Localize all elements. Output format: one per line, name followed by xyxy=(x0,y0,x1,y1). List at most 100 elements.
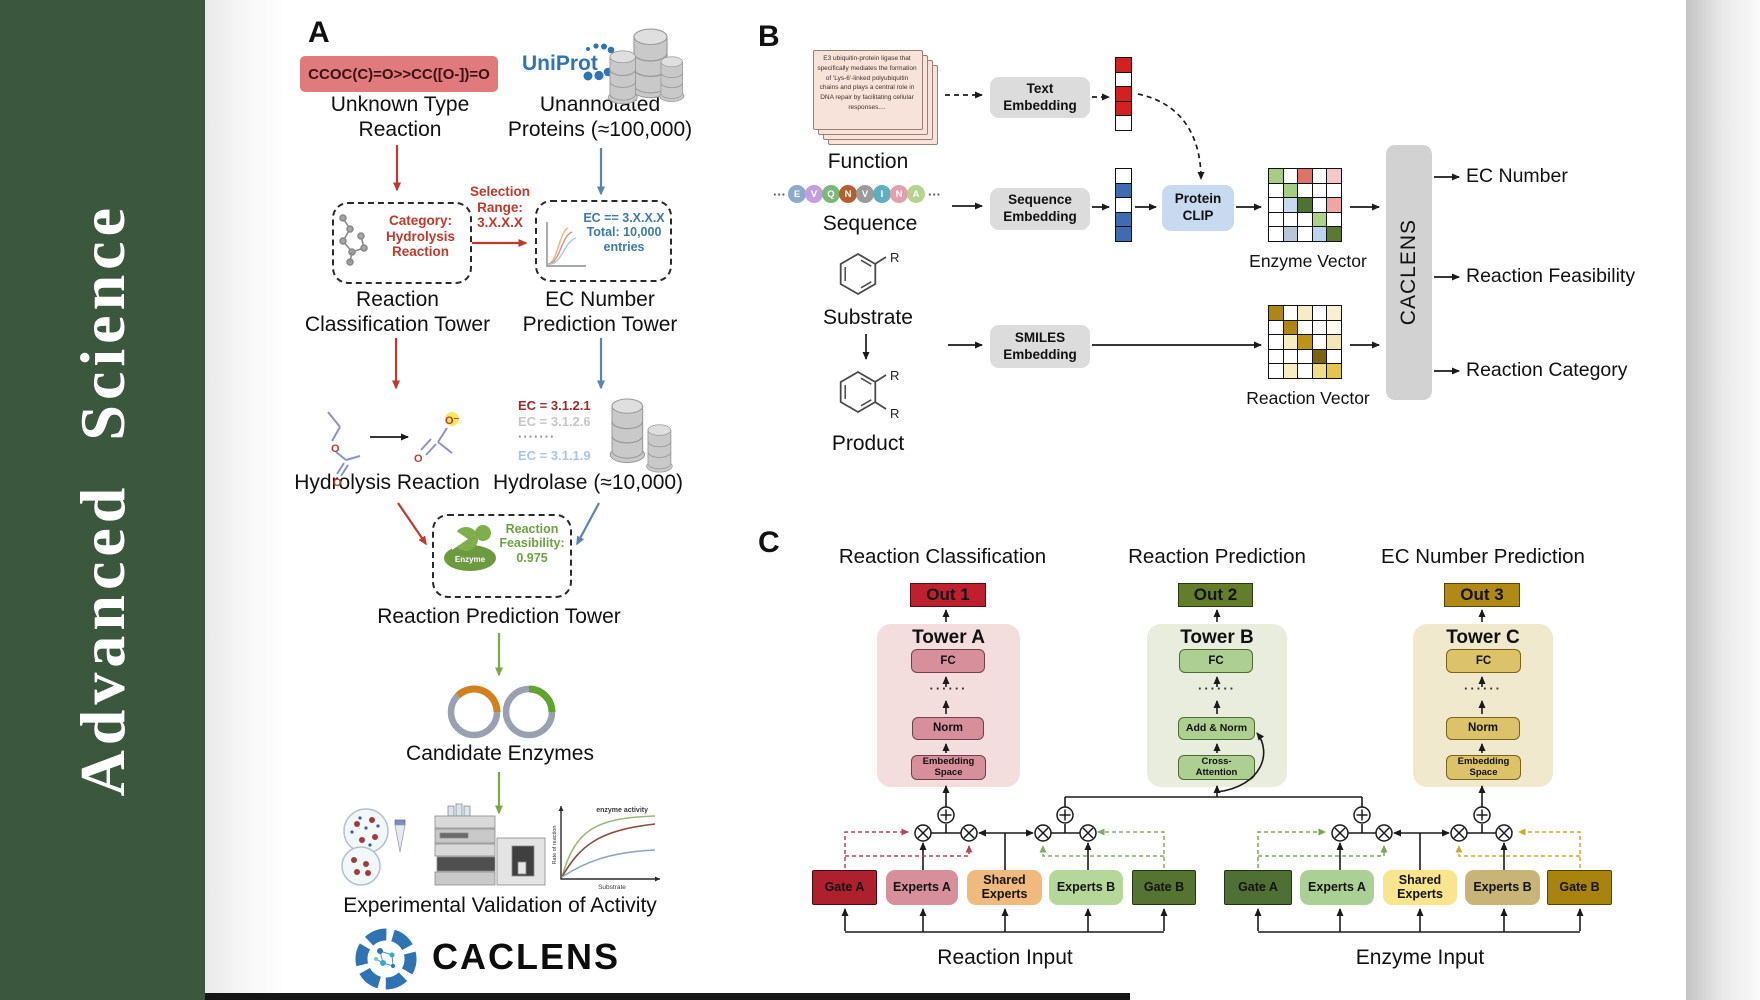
smiles-reaction-box: CCOC(C)=O>>CC([O-])=O xyxy=(300,56,498,92)
tower-a-dots: ······ xyxy=(929,681,968,696)
multiply-icon xyxy=(1034,824,1052,842)
svg-text:O⁻: O⁻ xyxy=(445,415,460,427)
experts-a-enzyme: Experts A xyxy=(1300,870,1374,905)
reaction-vector-label: Reaction Vector xyxy=(1246,388,1370,408)
reaction-classification-box xyxy=(332,202,472,284)
experts-b-enzyme: Experts B xyxy=(1465,870,1540,905)
ec-selection-box xyxy=(535,200,672,282)
ec-list-item: EC = 3.1.2.6 xyxy=(518,414,591,429)
header-reaction-prediction: Reaction Prediction xyxy=(1128,545,1306,568)
tower-a-title: Tower A xyxy=(912,627,985,648)
uniprot-logo: UniProt xyxy=(522,52,598,75)
header-ec-number-prediction: EC Number Prediction xyxy=(1381,545,1585,568)
tower-b-title: Tower B xyxy=(1180,627,1254,648)
shared-experts-reaction: Shared Experts xyxy=(967,870,1042,905)
svg-text:Substrate: Substrate xyxy=(598,884,626,891)
prediction-tower-label: Reaction Prediction Tower xyxy=(377,605,621,628)
activity-graph: enzyme activity Rate of reaction Substra… xyxy=(552,806,660,891)
experts-b-reaction: Experts B xyxy=(1049,870,1123,905)
embedding-space-block: Embedding Space xyxy=(1446,755,1521,780)
fc-block: FC xyxy=(1179,649,1253,673)
svg-text:R: R xyxy=(890,368,899,383)
tower-c: Tower C FC ······ Norm Embedding Space xyxy=(1413,624,1553,787)
svg-text:Rate of reaction: Rate of reaction xyxy=(552,826,558,865)
fc-block: FC xyxy=(911,649,985,673)
journal-banner: Advanced Science xyxy=(0,0,205,1000)
sequence-label: Sequence xyxy=(822,212,918,235)
page-left-shadow xyxy=(205,0,285,1000)
ec-selection-label: EC == 3.X.X.X Total: 10,000 entries xyxy=(583,211,665,254)
gate-feedback-arrows xyxy=(844,828,1581,868)
function-card xyxy=(813,50,923,130)
ellipsis: ··· xyxy=(773,186,786,202)
experts-a-reaction: Experts A xyxy=(886,870,958,905)
function-label: Function xyxy=(827,150,909,173)
multiply-icon xyxy=(960,824,978,842)
svg-text:O: O xyxy=(331,443,340,455)
svg-text:enzyme activity: enzyme activity xyxy=(596,807,648,814)
plasmid-icon xyxy=(447,685,556,739)
tower-b: Tower B FC ······ Add & Norm Cross- Atte… xyxy=(1147,624,1287,787)
hydrolase-label: Hydrolase (≈10,000) xyxy=(492,471,684,494)
plus-icon xyxy=(1473,806,1491,824)
plus-icon xyxy=(1353,806,1371,824)
fc-block: FC xyxy=(1446,649,1521,673)
ellipsis: ··· xyxy=(928,186,941,202)
gate-a-enzyme: Gate A xyxy=(1224,870,1292,905)
classification-tower-label: Reaction Classification Tower xyxy=(304,288,491,336)
panel-b-label: B xyxy=(758,20,780,53)
caclens-bar-text: CACLENS xyxy=(1397,219,1420,326)
svg-text:O: O xyxy=(414,453,423,465)
benzene-substrate-icon: R xyxy=(839,250,899,295)
tower-a: Tower A FC ······ Norm Embedding Space xyxy=(877,624,1020,787)
panel-c-label: C xyxy=(758,526,780,559)
multiply-icon xyxy=(1495,824,1513,842)
substrate-label: Substrate xyxy=(823,306,913,329)
ec-tower-label: EC Number Prediction Tower xyxy=(522,288,678,336)
enzyme-vector-matrix xyxy=(1268,168,1343,243)
hydrolysis-reaction-label: Hydrolysis Reaction xyxy=(294,471,480,494)
panel-b-arrows xyxy=(862,91,1460,375)
tower-c-title: Tower C xyxy=(1446,627,1520,648)
protein-clip-box: Protein CLIP xyxy=(1162,185,1234,231)
journal-name: Advanced Science xyxy=(66,203,138,797)
header-reaction-classification: Reaction Classification xyxy=(838,545,1047,568)
text-vector xyxy=(1115,57,1132,132)
petri-dish-icon xyxy=(341,808,406,886)
shared-experts-enzyme: Shared Experts xyxy=(1383,870,1457,905)
operator-nodes xyxy=(914,806,1513,842)
feasibility-label: Reaction Feasibility: 0.975 xyxy=(499,522,565,565)
tower-c-dots: ······ xyxy=(1464,681,1502,696)
unknown-reaction-label: Unknown Type Reaction xyxy=(330,93,470,141)
sequence-vector xyxy=(1115,168,1132,243)
page-bottom-edge xyxy=(205,993,1130,1000)
unannotated-proteins-label: Unannotated Proteins (≈100,000) xyxy=(507,93,693,141)
multiply-icon xyxy=(1331,824,1349,842)
multiply-icon xyxy=(914,824,932,842)
norm-block: Norm xyxy=(912,717,984,740)
text-embedding-box: Text Embedding xyxy=(990,77,1090,118)
embedding-space-block: Embedding Space xyxy=(911,755,986,780)
validation-label: Experimental Validation of Activity xyxy=(343,894,657,917)
ec-list-item: EC = 3.1.2.1 xyxy=(518,398,591,413)
out2-box: Out 2 xyxy=(1178,583,1253,607)
sequence-embedding-box: Sequence Embedding xyxy=(990,188,1090,230)
gate-a-reaction: Gate A xyxy=(812,870,877,905)
multiply-icon xyxy=(1079,824,1097,842)
benzene-product-icon: R R xyxy=(839,368,899,421)
smiles-embedding-box: SMILES Embedding xyxy=(990,325,1090,368)
tower-b-dots: ······ xyxy=(1198,681,1236,696)
selection-range-label: Selection Range: 3.X.X.X xyxy=(469,184,531,231)
caclens-brand: CACLENS xyxy=(432,936,621,977)
reaction-vector-matrix xyxy=(1268,305,1343,380)
svg-text:R: R xyxy=(890,250,899,265)
cross-attention-block: Cross- Attention xyxy=(1178,755,1255,780)
enzyme-vector-label: Enzyme Vector xyxy=(1249,251,1367,271)
multiply-icon xyxy=(1375,824,1393,842)
panel-a-label: A xyxy=(308,16,330,49)
gate-b-enzyme: Gate B xyxy=(1547,870,1612,905)
hplc-instrument-icon xyxy=(434,803,546,886)
ec-list-ellipsis: ······· xyxy=(518,429,556,444)
